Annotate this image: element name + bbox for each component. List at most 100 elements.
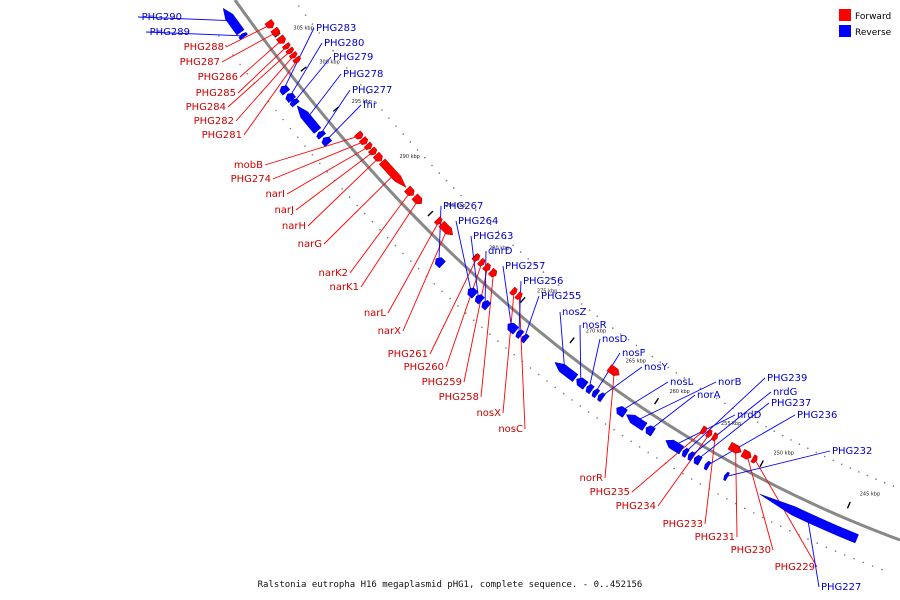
gene-label-phg283[interactable]: PHG283 [316,23,356,34]
gene-label-phg279[interactable]: PHG279 [333,52,373,63]
gene-label-nosx[interactable]: nosX [476,408,501,419]
gene-label-phg264[interactable]: PHG264 [458,216,498,227]
gene-label-phg282[interactable]: PHG282 [194,116,234,127]
gene-arrow-phg259[interactable] [482,262,491,272]
gene-arrow-mobb[interactable] [353,130,364,140]
gene-arrow-phg281[interactable] [292,55,302,64]
gene-arrow-nark2[interactable] [403,185,415,196]
gene-arrow-phg277[interactable] [316,130,327,140]
gene-label-nora[interactable]: norA [697,390,721,401]
gene-label-nosy[interactable]: nosY [644,362,669,373]
gene-label-phg278[interactable]: PHG278 [343,69,383,80]
gene-arrow-phg230[interactable] [740,448,752,460]
gene-label-phg232[interactable]: PHG232 [832,446,872,457]
gene-arrow-narx[interactable] [438,220,454,236]
gene-arrow-phg231[interactable] [727,441,742,454]
gene-label-phg277[interactable]: PHG277 [352,85,392,96]
gene-label-mobb[interactable]: mobB [234,160,263,171]
gene-arrow-phg267[interactable] [434,257,446,269]
gene-label-nosd[interactable]: nosD [602,334,628,345]
gene-label-nosr[interactable]: nosR [582,320,607,331]
gene-arrow-phg283[interactable] [279,85,291,96]
gene-label-nark2[interactable]: narK2 [319,268,349,279]
gene-arrow-dnrd[interactable] [481,300,492,311]
gene-arrow-narl[interactable] [433,216,443,226]
gene-arrow-phg287[interactable] [270,26,281,37]
gene-label-phg290[interactable]: PHG290 [142,12,182,23]
gene-arrow-phg227[interactable] [759,493,859,544]
gene-arrow-nora[interactable] [645,425,656,437]
gene-arrow-nosc[interactable] [514,291,523,300]
gene-label-phg281[interactable]: PHG281 [202,130,242,141]
gene-label-phg260[interactable]: PHG260 [404,362,444,373]
gene-label-nosc[interactable]: nosC [498,424,523,435]
gene-arrow-phg258[interactable] [487,267,498,278]
gene-arrow-nosf[interactable] [591,388,601,399]
gene-arrow-phg288[interactable] [264,18,275,29]
gene-arrow-nrdg[interactable] [687,451,696,462]
gene-label-phg263[interactable]: PHG263 [473,231,513,242]
gene-label-narl[interactable]: narL [364,308,387,319]
gene-arrow-phg236[interactable] [703,460,712,471]
gene-arrow-phg279[interactable] [289,98,300,108]
gene-label-phg258[interactable]: PHG258 [439,392,479,403]
gene-label-norr[interactable]: norR [579,473,603,484]
gene-label-phg233[interactable]: PHG233 [663,519,703,530]
gene-arrow-phg278[interactable] [296,105,322,134]
gene-label-phg257[interactable]: PHG257 [505,261,545,272]
gene-label-phg256[interactable]: PHG256 [523,276,563,287]
gene-arrow-phg239[interactable] [681,447,690,458]
gene-label-narg[interactable]: narG [298,239,322,250]
gene-label-nosf[interactable]: nosF [622,348,646,359]
gene-arrow-phg274[interactable] [358,136,369,146]
gene-label-phg259[interactable]: PHG259 [422,377,462,388]
gene-arrow-nari[interactable] [363,141,373,151]
gene-label-narj[interactable]: narJ [274,205,294,216]
gene-arrow-phg264[interactable] [467,287,479,299]
gene-label-phg235[interactable]: PHG235 [590,487,630,498]
gene-arrow-phg234[interactable] [705,428,713,438]
gene-label-phg237[interactable]: PHG237 [771,398,811,409]
gene-label-narh[interactable]: narH [282,221,306,232]
gene-arrow-nosz[interactable] [554,362,579,382]
gene-arrow-narj[interactable] [367,146,378,156]
gene-arrow-nosd[interactable] [585,384,595,395]
gene-label-phg287[interactable]: PHG287 [180,57,220,68]
gene-label-nrdg[interactable]: nrdG [773,387,797,398]
gene-arrow-phg237[interactable] [693,454,703,466]
gene-arrow-nosx[interactable] [509,286,518,296]
gene-arrow-nrdd[interactable] [665,439,685,455]
gene-label-phg280[interactable]: PHG280 [324,38,364,49]
gene-label-narx[interactable]: narX [378,326,402,337]
gene-label-phg289[interactable]: PHG289 [150,27,190,38]
gene-arrow-phg286[interactable] [276,34,286,44]
gene-arrow-phg285[interactable] [281,41,291,50]
gene-label-phg229[interactable]: PHG229 [775,562,815,573]
gene-label-phg231[interactable]: PHG231 [695,532,735,543]
gene-label-phg230[interactable]: PHG230 [731,545,771,556]
gene-arrow-norb[interactable] [625,414,648,431]
gene-arrow-phg290[interactable] [222,7,245,36]
gene-arrow-phg255[interactable] [520,333,530,344]
gene-arrow-phg235[interactable] [699,425,707,435]
gene-label-nosz[interactable]: nosZ [562,307,587,318]
gene-arrow-nosl[interactable] [616,406,628,418]
gene-label-phg285[interactable]: PHG285 [196,88,236,99]
gene-arrow-phg232[interactable] [723,471,731,482]
gene-arrow-norr[interactable] [606,364,620,376]
gene-arrow-narg[interactable] [378,158,407,188]
gene-label-nari[interactable]: narI [265,189,285,200]
gene-arrow-nark1[interactable] [411,193,423,205]
gene-arrow-phg282[interactable] [288,50,298,59]
gene-label-phg284[interactable]: PHG284 [186,102,226,113]
gene-arrow-nosy[interactable] [597,392,606,403]
gene-label-phg227[interactable]: PHG227 [821,582,861,593]
gene-label-phg274[interactable]: PHG274 [231,174,271,185]
gene-arrow-phg284[interactable] [285,46,295,55]
gene-label-nrdd[interactable]: nrdD [737,410,762,421]
gene-label-phg267[interactable]: PHG267 [443,201,483,212]
gene-label-phg236[interactable]: PHG236 [797,410,837,421]
gene-label-nark1[interactable]: narK1 [330,282,360,293]
gene-arrow-phg229[interactable] [750,454,758,464]
gene-label-phg286[interactable]: PHG286 [198,72,238,83]
